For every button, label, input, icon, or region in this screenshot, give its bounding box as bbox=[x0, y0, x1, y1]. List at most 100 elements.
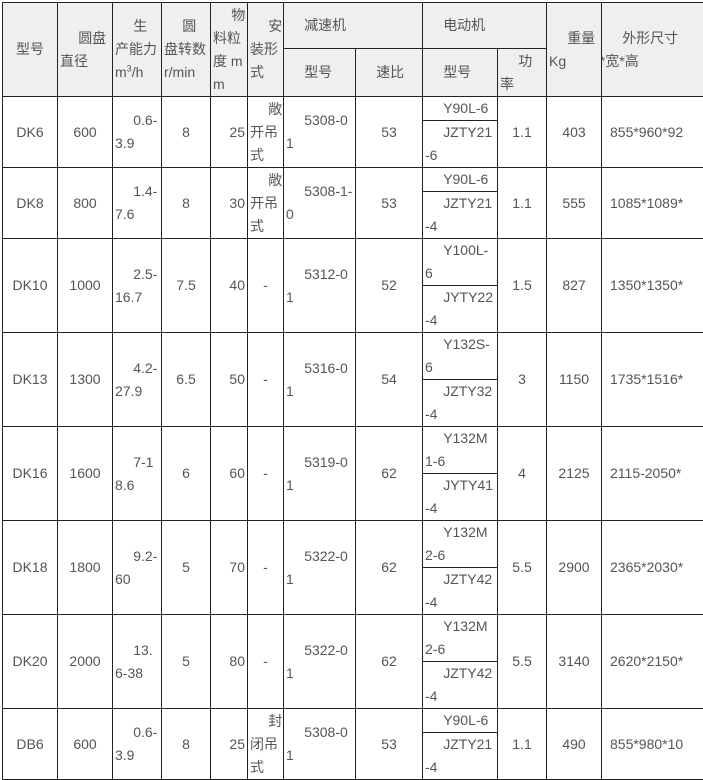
unit-rest: /h bbox=[132, 64, 144, 80]
dimensions-cell: 1735*1516* bbox=[602, 333, 703, 427]
motor-power-cell: 4 bbox=[498, 427, 547, 521]
model-cell: DK8 bbox=[3, 168, 58, 239]
reducer-model-cell: 5308-1-0 bbox=[284, 168, 356, 239]
model-cell: DB6 bbox=[3, 709, 58, 780]
diameter-cell: 600 bbox=[58, 97, 113, 168]
header-weight: 重量 Kg bbox=[547, 3, 602, 97]
unit-m: m bbox=[115, 64, 127, 80]
diameter-cell: 600 bbox=[58, 709, 113, 780]
weight-cell: 1150 bbox=[547, 333, 602, 427]
granularity-cell: 25 bbox=[211, 97, 248, 168]
motor-power-cell: 1.1 bbox=[498, 709, 547, 780]
dimensions-cell: 2115-2050* bbox=[602, 427, 703, 521]
weight-cell: 2900 bbox=[547, 521, 602, 615]
header-motor-power: 功率 bbox=[498, 49, 547, 97]
motor-model-alt-cell: JZTY21-4 bbox=[423, 733, 498, 780]
header-dimensions: 外形尺寸长*宽*高 bbox=[602, 3, 703, 97]
reducer-ratio-cell: 53 bbox=[356, 709, 423, 780]
weight-cell: 2125 bbox=[547, 427, 602, 521]
motor-model-cell: Y90L-6 bbox=[423, 97, 498, 121]
header-rotation: 圆盘转数 r/min bbox=[162, 3, 211, 97]
reducer-ratio-cell: 52 bbox=[356, 239, 423, 333]
weight-cell: 3140 bbox=[547, 615, 602, 709]
header-weight-label: 重量 bbox=[567, 30, 595, 46]
motor-model-alt-cell: JZTY42-4 bbox=[423, 568, 498, 615]
model-cell: DK20 bbox=[3, 615, 58, 709]
granularity-cell: 70 bbox=[211, 521, 248, 615]
model-cell: DK16 bbox=[3, 427, 58, 521]
diameter-cell: 1300 bbox=[58, 333, 113, 427]
reducer-model-cell: 5319-01 bbox=[284, 427, 356, 521]
motor-model-alt-cell: JZTY32-4 bbox=[423, 380, 498, 427]
rpm-cell: 5 bbox=[162, 521, 211, 615]
weight-cell: 490 bbox=[547, 709, 602, 780]
header-rotation-unit: r/min bbox=[164, 64, 195, 80]
motor-model-cell: Y132M2-6 bbox=[423, 521, 498, 568]
granularity-cell: 40 bbox=[211, 239, 248, 333]
header-motor: 电动机 bbox=[423, 3, 547, 49]
reducer-ratio-cell: 62 bbox=[356, 521, 423, 615]
granularity-cell: 50 bbox=[211, 333, 248, 427]
header-capacity-label: 生产能力 bbox=[115, 18, 157, 57]
install-cell: - bbox=[248, 239, 284, 333]
rpm-cell: 6.5 bbox=[162, 333, 211, 427]
motor-power-cell: 3 bbox=[498, 333, 547, 427]
model-cell: DK13 bbox=[3, 333, 58, 427]
header-disc-diameter: 圆盘直径 bbox=[58, 3, 113, 97]
header-motor-model: 型号 bbox=[423, 49, 498, 97]
rpm-cell: 8 bbox=[162, 168, 211, 239]
header-install: 安装形式 bbox=[248, 3, 284, 97]
granularity-cell: 25 bbox=[211, 709, 248, 780]
header-model: 型号 bbox=[3, 3, 58, 97]
header-reducer: 减速机 bbox=[284, 3, 423, 49]
install-cell: - bbox=[248, 615, 284, 709]
dimensions-cell: 1350*1350* bbox=[602, 239, 703, 333]
reducer-model-cell: 5316-01 bbox=[284, 333, 356, 427]
rpm-cell: 8 bbox=[162, 97, 211, 168]
header-dimensions-sub: 长*宽*高 bbox=[602, 53, 639, 69]
motor-model-cell: Y90L-6 bbox=[423, 168, 498, 192]
granularity-cell: 60 bbox=[211, 427, 248, 521]
header-reducer-ratio: 速比 bbox=[356, 49, 423, 97]
model-cell: DK6 bbox=[3, 97, 58, 168]
header-reducer-model: 型号 bbox=[284, 49, 356, 97]
motor-model-cell: Y90L-6 bbox=[423, 709, 498, 733]
reducer-model-cell: 5322-01 bbox=[284, 615, 356, 709]
install-cell: - bbox=[248, 521, 284, 615]
capacity-cell: 7-18.6 bbox=[113, 427, 162, 521]
dimensions-cell: 855*960*92 bbox=[602, 97, 703, 168]
capacity-cell: 2.5-16.7 bbox=[113, 239, 162, 333]
header-weight-unit: Kg bbox=[549, 53, 566, 69]
model-cell: DK18 bbox=[3, 521, 58, 615]
capacity-cell: 0.6-3.9 bbox=[113, 709, 162, 780]
motor-model-cell: Y132M1-6 bbox=[423, 427, 498, 474]
motor-model-cell: Y132M2-6 bbox=[423, 615, 498, 662]
motor-model-alt-cell: JYTY22-4 bbox=[423, 286, 498, 333]
motor-power-cell: 5.5 bbox=[498, 521, 547, 615]
motor-model-alt-cell: JZTY21-4 bbox=[423, 192, 498, 239]
header-dimensions-label: 外形尺寸 bbox=[622, 30, 678, 46]
weight-cell: 827 bbox=[547, 239, 602, 333]
motor-model-alt-cell: JZTY42-4 bbox=[423, 662, 498, 709]
motor-power-cell: 1.1 bbox=[498, 168, 547, 239]
model-cell: DK10 bbox=[3, 239, 58, 333]
motor-power-cell: 1.1 bbox=[498, 97, 547, 168]
reducer-model-cell: 5308-01 bbox=[284, 97, 356, 168]
granularity-cell: 80 bbox=[211, 615, 248, 709]
reducer-model-cell: 5308-01 bbox=[284, 709, 356, 780]
motor-power-cell: 5.5 bbox=[498, 615, 547, 709]
dimensions-cell: 2365*2030* bbox=[602, 521, 703, 615]
reducer-ratio-cell: 62 bbox=[356, 427, 423, 521]
weight-cell: 403 bbox=[547, 97, 602, 168]
diameter-cell: 2000 bbox=[58, 615, 113, 709]
rpm-cell: 7.5 bbox=[162, 239, 211, 333]
weight-cell: 555 bbox=[547, 168, 602, 239]
